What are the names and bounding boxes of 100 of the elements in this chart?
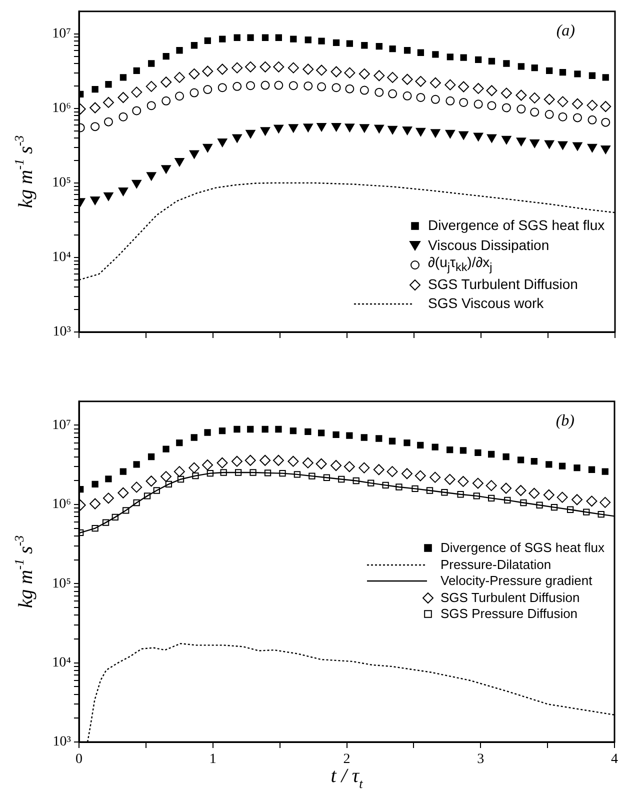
point	[131, 86, 142, 98]
point	[218, 428, 226, 434]
point	[220, 469, 227, 476]
point	[402, 126, 412, 136]
legend-label: Viscous Dissipation	[428, 236, 550, 255]
legend-label: SGS Pressure Diffusion	[440, 606, 578, 623]
point	[144, 492, 151, 500]
legend-label: Divergence of SGS heat flux	[428, 216, 605, 235]
point	[102, 519, 110, 526]
point	[188, 68, 200, 80]
point	[504, 496, 511, 504]
point	[218, 138, 228, 147]
point	[304, 428, 312, 435]
annotation: (a)	[556, 22, 575, 40]
point	[556, 492, 568, 503]
point	[503, 60, 510, 67]
point	[588, 72, 596, 79]
point	[601, 118, 610, 127]
point	[90, 498, 101, 510]
point	[234, 426, 240, 433]
point	[308, 472, 316, 480]
point	[262, 426, 268, 433]
point	[146, 172, 156, 181]
x-tick-label: 3	[477, 752, 484, 768]
point	[294, 471, 301, 478]
legend-label: SGS Turbulent Diffusion	[440, 590, 580, 606]
point	[260, 80, 270, 90]
point	[432, 444, 438, 450]
point	[204, 429, 211, 436]
point	[352, 477, 360, 484]
point	[331, 123, 342, 132]
point	[344, 124, 355, 132]
point	[190, 434, 198, 441]
point	[216, 64, 228, 75]
y-axis-title: kg m-1 s-3	[12, 534, 37, 608]
point	[148, 60, 155, 67]
point	[572, 113, 582, 122]
point	[274, 80, 284, 90]
point	[396, 484, 402, 490]
point	[441, 489, 448, 496]
point	[332, 431, 340, 438]
point	[517, 456, 524, 464]
point	[330, 66, 342, 78]
point	[488, 58, 496, 64]
point	[153, 487, 160, 494]
y-tick-label: 10⁶	[52, 101, 72, 116]
point	[574, 70, 581, 78]
point	[358, 68, 370, 80]
point	[457, 491, 464, 498]
point	[133, 461, 140, 468]
point	[546, 461, 552, 468]
point	[474, 56, 482, 64]
point	[404, 439, 410, 446]
point	[401, 468, 412, 480]
point	[330, 460, 342, 472]
point	[118, 112, 128, 122]
x-tick-label: 4	[611, 752, 618, 768]
point	[446, 446, 454, 454]
point	[518, 63, 525, 70]
point	[133, 67, 140, 74]
point	[132, 180, 142, 188]
point	[416, 92, 426, 102]
point	[446, 54, 454, 60]
point	[417, 49, 424, 56]
point	[92, 86, 98, 93]
point	[502, 136, 512, 144]
y-tick-label: 10⁷	[52, 418, 72, 433]
point	[176, 47, 183, 54]
x-tick-label: 1	[209, 752, 216, 768]
point	[586, 100, 598, 111]
point	[245, 61, 256, 72]
x-tick-label: 0	[76, 752, 82, 768]
point	[317, 82, 326, 92]
point	[458, 131, 468, 140]
point	[404, 47, 411, 54]
legend-label: Velocity-Pressure gradient	[440, 573, 592, 590]
point	[165, 480, 172, 488]
point	[105, 81, 112, 88]
point	[376, 435, 382, 442]
point	[376, 42, 382, 50]
point	[174, 466, 185, 478]
point	[118, 487, 129, 498]
point	[274, 124, 284, 134]
point	[316, 123, 326, 132]
point	[104, 192, 114, 201]
point	[122, 507, 130, 514]
point	[544, 94, 555, 105]
point	[275, 426, 282, 433]
point	[260, 454, 271, 466]
point	[486, 480, 497, 492]
point	[202, 66, 214, 77]
y-tick-label: 10³	[52, 324, 71, 340]
point	[188, 462, 200, 474]
point	[536, 502, 543, 508]
point	[273, 61, 284, 72]
point	[288, 124, 298, 133]
point	[472, 82, 484, 94]
point	[288, 456, 299, 467]
point	[472, 478, 484, 489]
point	[520, 499, 527, 506]
